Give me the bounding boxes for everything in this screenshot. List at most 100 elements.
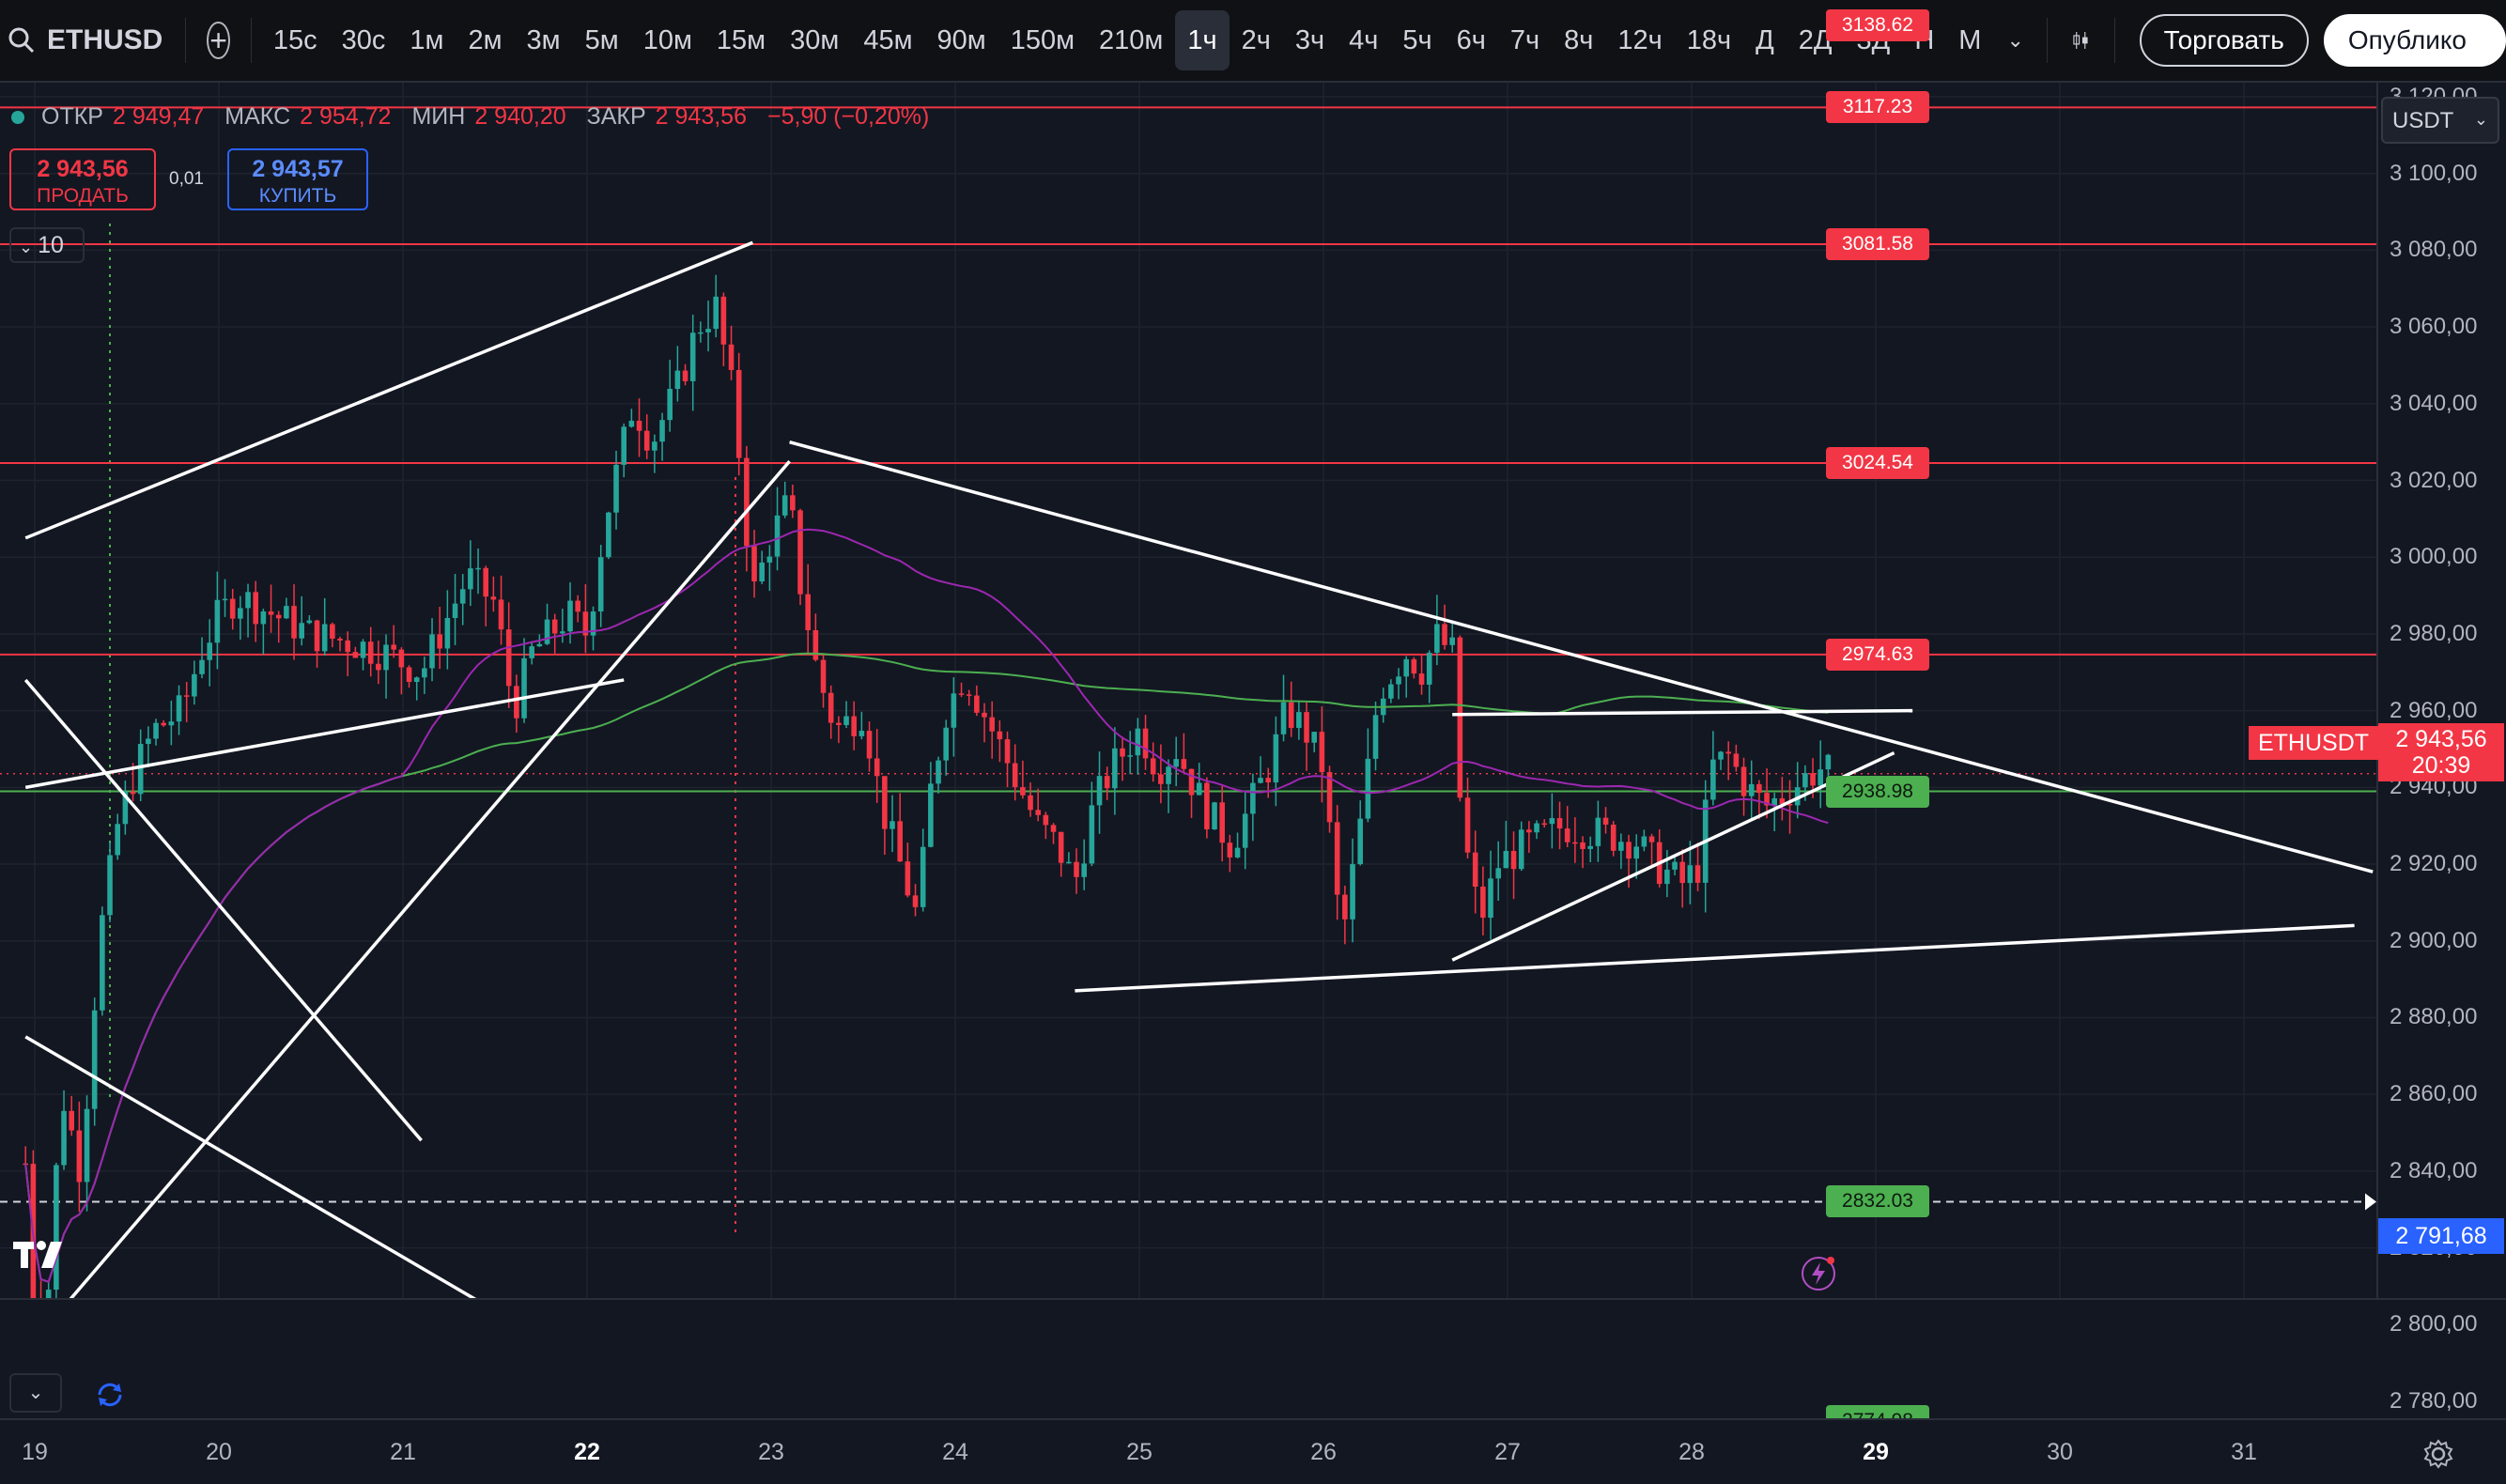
price-tick: 2 900,00 bbox=[2390, 927, 2478, 953]
interval-18[interactable]: 6ч bbox=[1456, 25, 1486, 55]
candle-body bbox=[1802, 773, 1808, 788]
candle-body bbox=[406, 667, 412, 683]
interval-9[interactable]: 45м bbox=[863, 25, 913, 55]
candle-body bbox=[659, 420, 665, 442]
time-tick: 27 bbox=[1494, 1439, 1521, 1465]
flash-icon[interactable] bbox=[1800, 1255, 1837, 1292]
candle-body bbox=[1541, 823, 1547, 826]
alert-tag[interactable]: 3024.54 bbox=[1826, 446, 1929, 479]
trendline bbox=[1075, 923, 2355, 993]
publish-button[interactable]: Опублико bbox=[2323, 14, 2506, 67]
candle-body bbox=[1311, 732, 1317, 743]
candle-body bbox=[137, 744, 144, 795]
alert-tag[interactable]: 3081.58 bbox=[1826, 227, 1929, 260]
interval-17[interactable]: 5ч bbox=[1402, 25, 1432, 55]
pane-separator bbox=[0, 1298, 2506, 1300]
interval-21[interactable]: 12ч bbox=[1617, 25, 1663, 55]
buy-price: 2 943,57 bbox=[252, 156, 344, 182]
candle-body bbox=[567, 600, 573, 632]
interval-6[interactable]: 10м bbox=[642, 25, 692, 55]
candle-body bbox=[889, 821, 895, 829]
candle-body bbox=[1258, 778, 1263, 783]
interval-23[interactable]: Д bbox=[1756, 25, 1774, 55]
gear-icon[interactable] bbox=[2421, 1437, 2455, 1471]
price-axis[interactable]: 3 120,003 100,003 080,003 060,003 040,00… bbox=[2376, 83, 2506, 1414]
interval-3[interactable]: 2м bbox=[468, 25, 503, 55]
candle-body bbox=[229, 598, 236, 619]
interval-15[interactable]: 3ч bbox=[1294, 25, 1325, 55]
alert-tag[interactable]: 2832.03 bbox=[1826, 1185, 1929, 1218]
price-tick: 2 780,00 bbox=[2390, 1388, 2478, 1414]
interval-0[interactable]: 15с bbox=[272, 25, 317, 55]
collapse-panel-button[interactable]: ⌄ bbox=[9, 1373, 62, 1413]
interval-22[interactable]: 18ч bbox=[1686, 25, 1732, 55]
candle-body bbox=[1403, 658, 1409, 677]
candle-body bbox=[337, 638, 343, 641]
interval-14[interactable]: 2ч bbox=[1241, 25, 1271, 55]
candle-body bbox=[1004, 739, 1011, 764]
trendline bbox=[1452, 708, 1913, 717]
lots-toggle[interactable]: ⌄ 10 bbox=[9, 227, 85, 263]
alert-tag[interactable]: 2938.98 bbox=[1826, 775, 1929, 808]
candle-body bbox=[521, 657, 527, 719]
candle-body bbox=[1204, 782, 1210, 830]
alert-tag[interactable]: 2974.63 bbox=[1826, 638, 1929, 671]
countdown-value: 20:39 bbox=[2411, 752, 2471, 779]
interval-13[interactable]: 1ч bbox=[1175, 10, 1230, 70]
interval-19[interactable]: 7ч bbox=[1509, 25, 1540, 55]
candle-body bbox=[398, 649, 405, 668]
candle-body bbox=[1411, 658, 1417, 674]
chart-pane[interactable] bbox=[0, 83, 2376, 1298]
time-tick: 25 bbox=[1126, 1439, 1152, 1465]
candle-body bbox=[284, 606, 289, 619]
candle-body bbox=[1595, 817, 1601, 846]
alert-tag[interactable]: 3138.62 bbox=[1826, 8, 1929, 41]
interval-20[interactable]: 8ч bbox=[1564, 25, 1594, 55]
candle-body bbox=[882, 776, 888, 829]
interval-4[interactable]: 3м bbox=[526, 25, 561, 55]
time-axis[interactable]: 19 20 21 22 23 24 25 26 27 28 29 30 31 bbox=[0, 1418, 2506, 1484]
add-symbol-button[interactable]: + bbox=[207, 22, 230, 59]
candle-body bbox=[429, 634, 435, 669]
trade-button[interactable]: Торговать bbox=[2139, 14, 2309, 67]
symbol-search[interactable]: ETHUSD bbox=[0, 0, 176, 82]
candle-body bbox=[192, 673, 197, 697]
candle-type-icon[interactable] bbox=[2070, 22, 2092, 59]
interval-5[interactable]: 5м bbox=[584, 25, 619, 55]
interval-11[interactable]: 150м bbox=[1010, 25, 1075, 55]
sell-button[interactable]: 2 943,56 ПРОДАТЬ bbox=[9, 148, 156, 210]
candle-body bbox=[705, 329, 711, 332]
buy-button[interactable]: 2 943,57 КУПИТЬ bbox=[227, 148, 368, 210]
interval-27[interactable]: М bbox=[1958, 25, 1982, 55]
candle-body bbox=[652, 441, 657, 451]
interval-16[interactable]: 4ч bbox=[1349, 25, 1379, 55]
candle-body bbox=[1142, 728, 1149, 759]
currency-select[interactable]: USDT ⌄ bbox=[2381, 97, 2499, 144]
alert-tag[interactable]: 3117.23 bbox=[1826, 91, 1929, 124]
candle-body bbox=[245, 592, 251, 609]
low-value: 2 940,20 bbox=[474, 103, 566, 130]
low-label: МИН bbox=[411, 103, 466, 130]
chevron-down-icon[interactable]: ⌄ bbox=[2006, 28, 2024, 52]
candle-body bbox=[1771, 797, 1777, 806]
candle-body bbox=[1304, 712, 1309, 743]
interval-2[interactable]: 1м bbox=[410, 25, 444, 55]
interval-8[interactable]: 30м bbox=[790, 25, 840, 55]
candle-body bbox=[590, 611, 596, 636]
candle-body bbox=[912, 895, 919, 907]
candle-body bbox=[1074, 861, 1079, 877]
candle-body bbox=[1365, 758, 1371, 819]
time-tick: 29 bbox=[1863, 1439, 1889, 1465]
currency-value: USDT bbox=[2392, 108, 2454, 133]
chevron-down-icon: ⌄ bbox=[2473, 110, 2488, 129]
candle-body bbox=[1250, 782, 1256, 814]
candle-body bbox=[744, 457, 750, 547]
chart-canvas[interactable] bbox=[0, 83, 2376, 1298]
interval-1[interactable]: 30с bbox=[341, 25, 386, 55]
interval-10[interactable]: 90м bbox=[936, 25, 986, 55]
candle-body bbox=[1242, 813, 1248, 848]
candle-body bbox=[560, 631, 565, 634]
interval-12[interactable]: 210м bbox=[1099, 25, 1164, 55]
interval-7[interactable]: 15м bbox=[716, 25, 766, 55]
sync-icon[interactable] bbox=[94, 1379, 126, 1411]
